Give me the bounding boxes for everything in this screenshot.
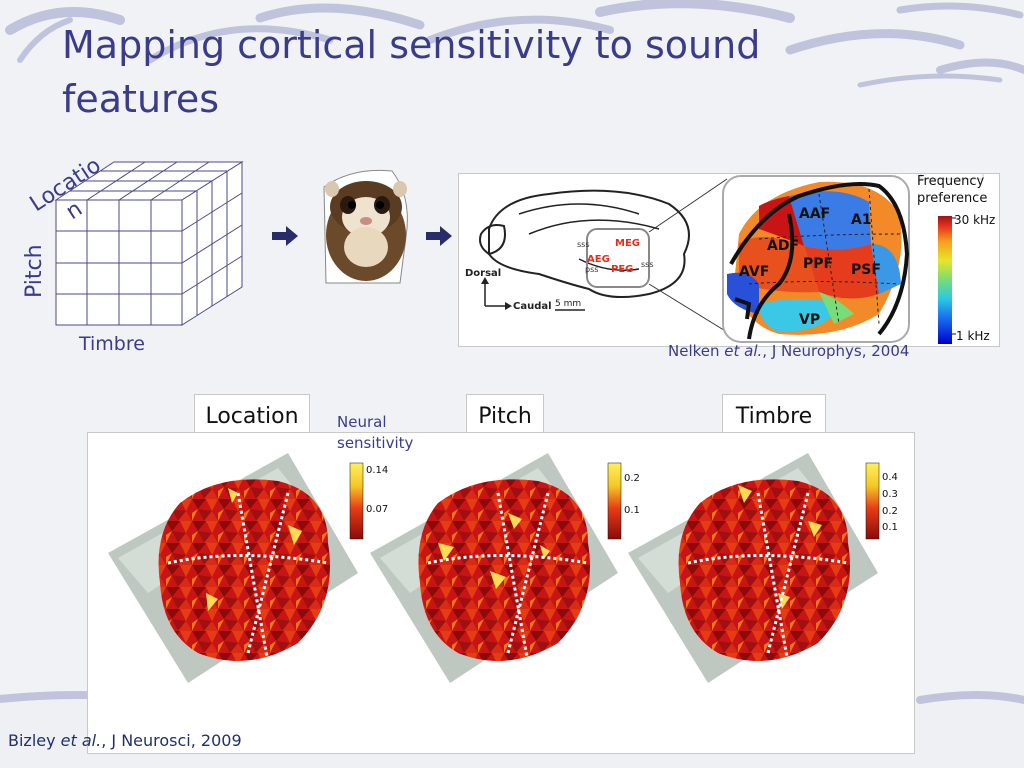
tab-timbre: Timbre [722, 394, 826, 437]
arrow-right-icon [426, 226, 452, 246]
label-meg: MEG [615, 238, 640, 249]
tab-pitch: Pitch [466, 394, 544, 437]
pitch-map: 0.2 0.1 [370, 453, 640, 683]
timbre-colorbar-tick-3: 0.2 [882, 506, 898, 517]
label-scale: 5 mm [555, 299, 581, 309]
colorbar-title: Frequency [917, 174, 984, 189]
frequency-colorbar [938, 216, 952, 344]
feature-cube: Locatio n Pitch Timbre [22, 153, 244, 355]
area-ppf: PPF [803, 256, 833, 272]
area-a1: A1 [851, 212, 872, 228]
citation-bizley: Bizley et al., J Neurosci, 2009 [8, 731, 242, 750]
timbre-colorbar-tick-2: 0.3 [882, 489, 898, 500]
location-map: 0.14 0.07 [108, 453, 388, 683]
sensitivity-maps: 0.14 0.07 0.2 0.1 [108, 453, 898, 683]
area-avf: AVF [739, 264, 769, 280]
citation-nelken: Nelken et al., J Neurophys, 2004 [668, 342, 910, 360]
cube-pitch-label: Pitch [22, 244, 47, 298]
location-colorbar-tick-high: 0.14 [366, 465, 388, 476]
cube-timbre-label: Timbre [78, 333, 145, 355]
area-aaf: AAF [799, 206, 830, 222]
label-peg: PEG [611, 264, 633, 275]
label-sss-top: sss [577, 240, 590, 249]
label-dorsal: Dorsal [465, 268, 501, 279]
slide-title: Mapping cortical sensitivity to sound fe… [62, 23, 761, 121]
brain-diagram-panel: sss MEG AEG pss PEG sss Dorsal Caudal 5 … [458, 173, 1000, 347]
tab-location: Location [194, 394, 310, 437]
timbre-colorbar-tick-1: 0.4 [882, 472, 898, 483]
label-pss: pss [585, 265, 598, 274]
label-sss-right: sss [641, 260, 654, 269]
pitch-colorbar-tick-low: 0.1 [624, 505, 640, 516]
label-caudal: Caudal [513, 301, 552, 312]
label-aeg: AEG [587, 254, 610, 265]
colorbar-title-cont: preference [917, 191, 987, 206]
colorbar-min-label: 1 kHz [956, 329, 990, 343]
neural-sensitivity-label: Neural sensitivity [337, 413, 414, 452]
timbre-colorbar-tick-4: 0.1 [882, 522, 898, 533]
area-adf: ADF [767, 238, 799, 254]
ferret-image [323, 169, 408, 284]
colorbar-max-label: 30 kHz [954, 213, 995, 227]
brain-diagram: sss MEG AEG pss PEG sss Dorsal Caudal 5 … [465, 174, 995, 344]
location-colorbar-tick-low: 0.07 [366, 504, 388, 515]
timbre-map: 0.4 0.3 0.2 0.1 [628, 453, 898, 683]
sensitivity-maps-panel: 0.14 0.07 0.2 0.1 [87, 432, 915, 754]
pitch-colorbar-tick-high: 0.2 [624, 473, 640, 484]
area-vp: VP [799, 312, 820, 328]
arrow-right-icon [272, 226, 298, 246]
area-psf: PSF [851, 262, 881, 278]
